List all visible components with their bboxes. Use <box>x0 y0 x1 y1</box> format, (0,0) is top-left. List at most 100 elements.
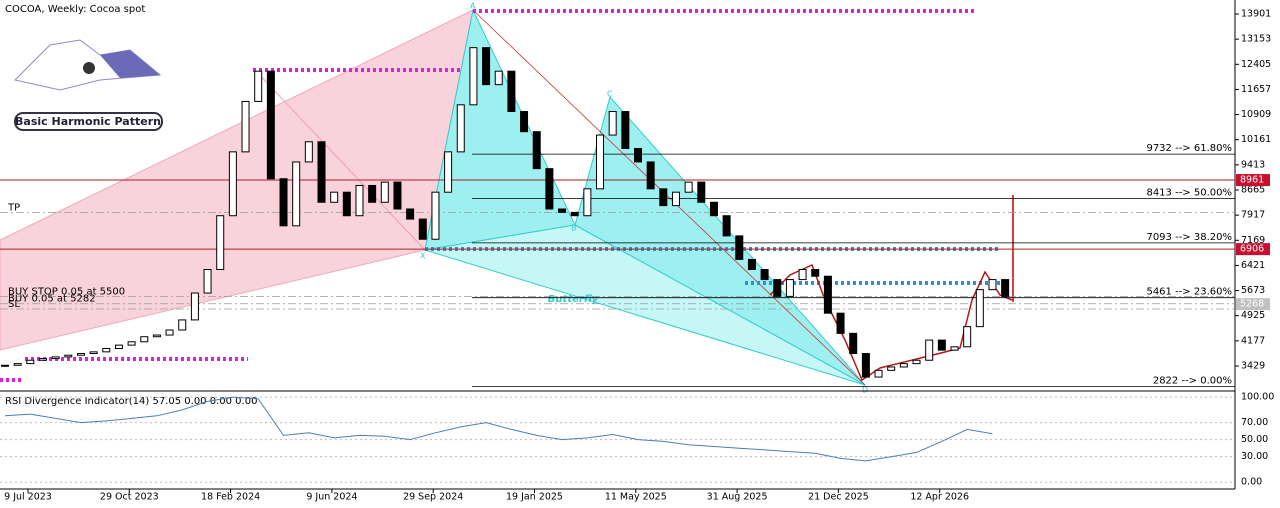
price-box <box>1236 298 1270 311</box>
candle-body <box>608 111 617 136</box>
y-tick-label: 13901 <box>1241 9 1271 20</box>
candle-body <box>811 269 820 277</box>
candle-body <box>418 218 427 240</box>
rsi-tick-label: 30.00 <box>1241 451 1268 462</box>
candle-body <box>178 319 187 331</box>
fib-label: 7093 --> 38.20% <box>1146 232 1232 243</box>
candle-body <box>899 363 908 368</box>
y-tick-label: 7917 <box>1241 210 1265 221</box>
candle-body <box>735 235 744 260</box>
pattern-point: A <box>470 2 476 11</box>
logo-badge <box>14 112 163 131</box>
candle-body <box>64 354 73 358</box>
order-label: TP <box>7 202 20 213</box>
candle-body <box>228 151 237 217</box>
candle-body <box>292 161 301 227</box>
logo: Basic Harmonic Pattern <box>14 39 163 131</box>
order-label: SL <box>8 299 20 310</box>
y-tick-label: 5673 <box>1241 285 1265 296</box>
candle-body <box>646 161 655 190</box>
rsi-title: RSI Divergence Indicator(14) 57.05 0.00 … <box>5 396 257 407</box>
y-tick-label: 12405 <box>1241 59 1271 70</box>
logo-text: Basic Harmonic Pattern <box>15 115 161 128</box>
candle-body <box>38 358 47 361</box>
candle-body <box>507 70 516 113</box>
logo-shape <box>100 50 160 78</box>
y-tick-label: 9413 <box>1241 159 1265 170</box>
candle-body <box>596 134 605 190</box>
pattern-point: X <box>420 252 426 261</box>
candle-body <box>570 211 579 217</box>
candle-body <box>887 366 896 371</box>
rsi-tick-label: 50.00 <box>1241 434 1268 445</box>
candle-body <box>469 47 478 106</box>
candle-body <box>26 359 35 365</box>
rsi-tick-label: 100.00 <box>1241 392 1274 403</box>
candle-body <box>140 336 149 343</box>
candle-body <box>963 326 972 348</box>
candle-body <box>266 70 275 180</box>
candle-body <box>532 131 541 170</box>
chart-title: COCOA, Weekly: Cocoa spot <box>5 4 145 15</box>
candle-body <box>950 346 959 351</box>
candle-body <box>304 141 313 163</box>
rsi-tick-label: 70.00 <box>1241 417 1268 428</box>
candle-body <box>773 279 782 297</box>
fib-label: 2822 --> 0.00% <box>1153 375 1232 386</box>
candle-body <box>393 181 402 210</box>
candle-body <box>760 269 769 281</box>
pattern-leg <box>252 67 426 251</box>
candle-body <box>975 289 984 328</box>
candle-body <box>254 70 263 102</box>
candle-body <box>697 181 706 203</box>
candle-body <box>912 359 921 365</box>
candle-body <box>634 147 642 163</box>
candle-body <box>1 364 9 367</box>
candle-body <box>431 191 440 240</box>
candle-body <box>836 312 845 334</box>
candle-body <box>216 215 225 271</box>
y-tick-label: 7169 <box>1241 235 1265 246</box>
price-box-label: 6906 <box>1240 244 1264 255</box>
candle-body <box>874 369 883 378</box>
rsi-line <box>4 396 993 462</box>
candle-body <box>520 111 529 133</box>
y-tick-label: 4925 <box>1241 310 1265 321</box>
candle-body <box>1001 279 1010 297</box>
y-tick-label: 13153 <box>1241 34 1271 45</box>
candle-body <box>545 168 554 210</box>
price-box <box>1236 174 1270 187</box>
candle-body <box>114 344 123 349</box>
price-box-label: 8961 <box>1240 175 1264 186</box>
candle-body <box>684 181 693 193</box>
candle-body <box>925 339 934 361</box>
candle-body <box>482 47 491 86</box>
candle-body <box>494 70 503 86</box>
y-tick-label: 8665 <box>1241 185 1265 196</box>
fib-label: 5461 --> 23.60% <box>1146 287 1232 298</box>
x-tick-label: 29 Oct 2023 <box>100 492 159 503</box>
candle-body <box>368 184 377 203</box>
candle-body <box>165 329 174 336</box>
candle-body <box>747 258 756 271</box>
candle-body <box>456 104 465 153</box>
candle-body <box>279 178 288 227</box>
candle-body <box>785 279 794 297</box>
candle-body <box>241 100 250 153</box>
candle-body <box>317 141 326 203</box>
x-tick-label: 18 Feb 2024 <box>201 492 260 503</box>
candle-body <box>89 351 98 355</box>
candle-body <box>709 201 718 217</box>
y-tick-label: 11657 <box>1241 84 1271 95</box>
candle-body <box>13 363 22 366</box>
x-tick-label: 11 May 2025 <box>605 492 667 503</box>
candle-body <box>798 269 807 281</box>
x-tick-label: 29 Sep 2024 <box>403 492 463 503</box>
order-label: BUY 0.05 at 5282 <box>8 294 96 305</box>
candle-body <box>444 151 453 193</box>
price-box-label: 5268 <box>1240 299 1264 310</box>
fib-label: 8413 --> 50.00% <box>1146 187 1232 198</box>
pattern-point: B <box>571 224 577 233</box>
candle-body <box>406 208 415 220</box>
y-tick-label: 10909 <box>1241 109 1271 120</box>
